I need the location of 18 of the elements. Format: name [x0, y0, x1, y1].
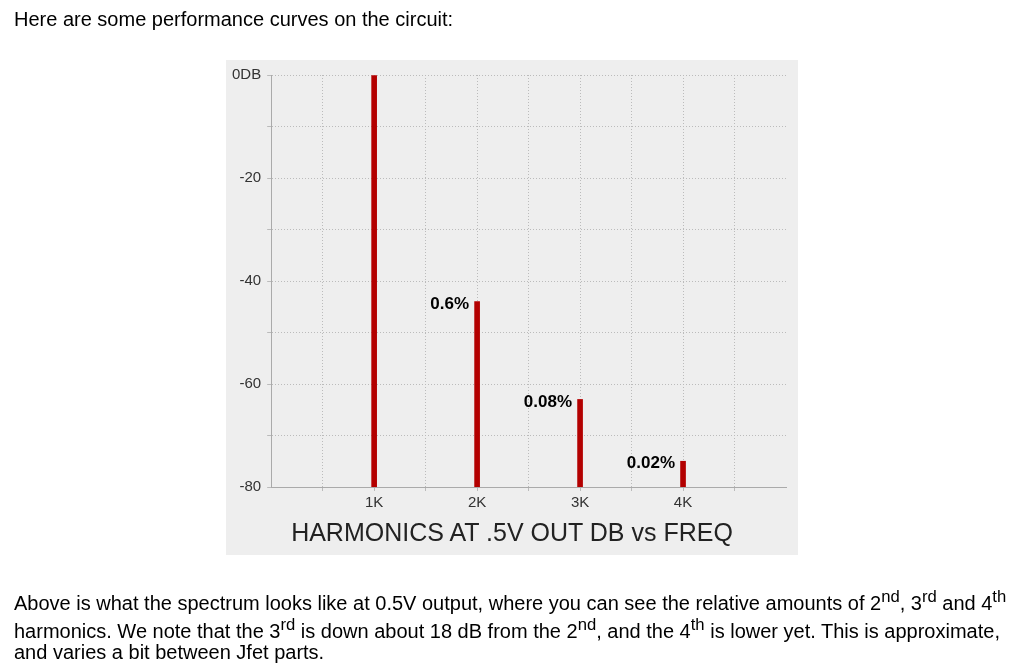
annotation: 0.6%	[430, 293, 470, 313]
x-tick-label: 2K	[467, 493, 487, 511]
y-tick-label: -20	[239, 168, 262, 186]
chart-title: Here are some performance curves on the circuit:	[14, 8, 454, 31]
y-tick-label: -40	[239, 271, 262, 289]
x-tick-label: 1K	[364, 493, 384, 511]
x-axis-title: HARMONICS AT .5V OUT DB vs FREQ	[290, 518, 734, 547]
x-tick-label: 3K	[570, 493, 590, 511]
y-tick-label: -60	[239, 374, 262, 392]
text: Above is what the spectrum looks like at 0.5V output, where you can see the relative amounts of 2$^{nd}$, 3$^{rd}$ and 4$^{th}$ harmonics. We note that the 3$^{rd}$ is down about 18 dB from the 2$^{nd}$, and the 4$^{th}$ is lower yet. This is approximate, and varies a bit between Jfet parts.	[14, 587, 1007, 664]
y-tick-label: -80	[239, 477, 262, 495]
annotation: 0.08%	[523, 391, 573, 411]
bar	[474, 301, 480, 487]
annotation: 0.02%	[626, 453, 676, 473]
bar	[577, 399, 583, 487]
bar	[680, 460, 686, 487]
y-tick-label: 0DB	[231, 65, 262, 83]
x-tick-label: 4K	[673, 493, 693, 511]
